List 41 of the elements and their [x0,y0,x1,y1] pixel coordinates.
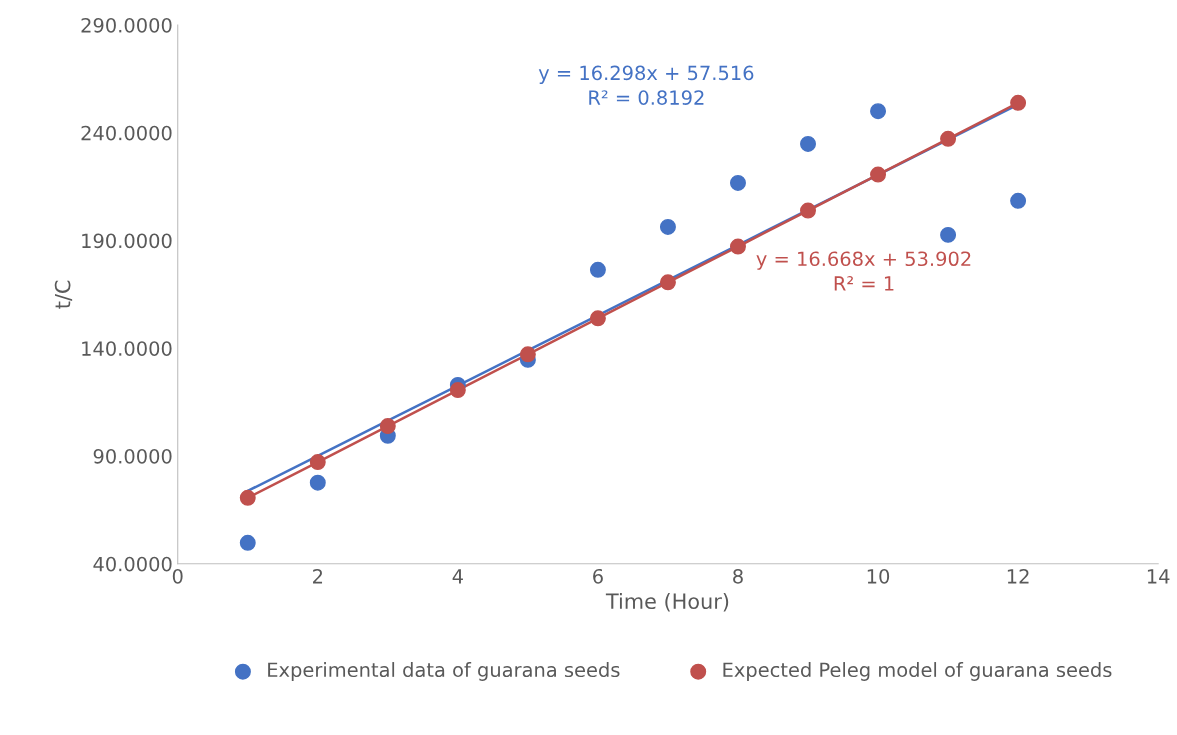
y-tick-label: 290.0000 [81,17,172,33]
point [730,174,746,191]
point [1010,94,1027,111]
y-tick-label: 190.0000 [82,233,172,249]
annotation: y = 16.668x + 53.902 R² = 1 [756,251,971,291]
point [800,135,816,152]
y-tick-label: 140.0000 [82,341,172,356]
point [309,474,326,491]
point [870,103,887,120]
y-axis-title: t/C [54,280,73,309]
x-axis-title: Time (Hour) [605,592,729,612]
x-tick-label: 4 [452,569,463,584]
point [379,418,396,435]
point [1010,192,1027,209]
point [589,261,606,278]
point [870,166,887,183]
point [730,238,746,255]
x-tick-label: 14 [1147,569,1170,584]
x-tick-label: 6 [593,568,603,584]
x-tick-label: 2 [313,568,323,584]
point [519,346,536,363]
legend-label: Experimental data of guarana seeds [268,662,620,681]
x-tick-label: 8 [733,568,743,584]
y-tick-label: 240.0000 [81,125,172,141]
x-tick-label: 12 [1007,568,1029,584]
x-tick-label: 10 [867,568,890,584]
point [239,534,256,551]
point [239,489,256,506]
y-tick-label: 90.0000 [93,448,172,464]
point [659,218,676,235]
point [800,202,816,219]
x-tick-label: 0 [172,568,183,584]
legend-label: Expected Peleg model of guarana seeds [723,662,1112,681]
point [309,454,326,471]
point [659,274,676,291]
annotation: y = 16.298x + 57.516 R² = 0.8192 [538,65,754,105]
y-tick-label: 40.0000 [93,556,172,572]
point [589,310,606,327]
point [940,226,957,243]
point [940,130,957,147]
point [449,382,466,399]
